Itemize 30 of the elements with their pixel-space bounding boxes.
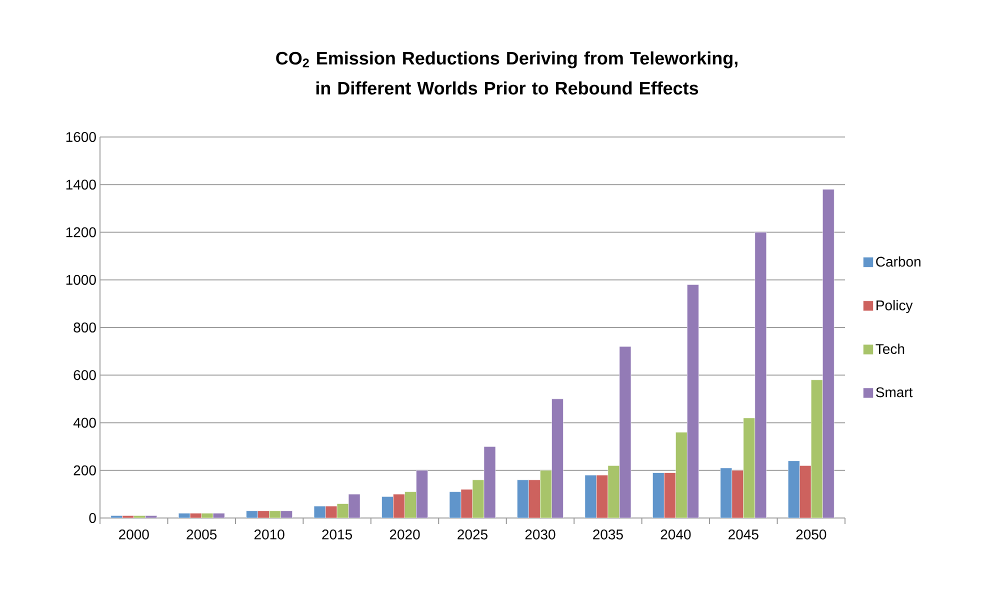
legend-label: Policy [876, 300, 913, 314]
legend-label: Carbon [876, 256, 920, 267]
y-tick-label: 600 [74, 370, 96, 380]
x-tick-label: 2005 [186, 530, 217, 540]
x-tick-label: 2050 [796, 530, 826, 540]
x-tick-label: 2035 [593, 530, 623, 540]
y-tick-label: 1400 [66, 180, 96, 190]
bar [652, 472, 664, 518]
y-tick-label: 1600 [66, 132, 96, 142]
y-tick-label: 800 [74, 322, 96, 332]
x-tick-label: 2040 [660, 530, 691, 540]
y-tick-label: 0 [89, 513, 96, 523]
bar [517, 480, 529, 518]
x-tick-label: 2015 [322, 530, 352, 540]
x-tick-label: 2010 [254, 530, 284, 540]
x-tick-label: 2030 [525, 530, 556, 540]
bar [720, 468, 732, 518]
x-tick-label: 2045 [728, 530, 758, 540]
bar [788, 460, 800, 518]
y-tick-label: 1000 [66, 274, 96, 285]
chart-title: CO$_{2}$ Emission Reductions Deriving from Teleworking, in Different Worlds Prior to Rebound Effects [276, 51, 738, 95]
x-tick-label: 2020 [390, 530, 420, 540]
legend-label: Tech [876, 344, 904, 354]
x-tick-label: 2000 [119, 530, 149, 540]
x-tick-label: 2025 [458, 530, 488, 540]
legend-label: Smart [876, 387, 913, 398]
bar [382, 496, 394, 518]
y-tick-label: 1200 [66, 227, 96, 238]
y-tick-label: 400 [73, 418, 96, 428]
y-tick-label: 200 [74, 465, 96, 476]
